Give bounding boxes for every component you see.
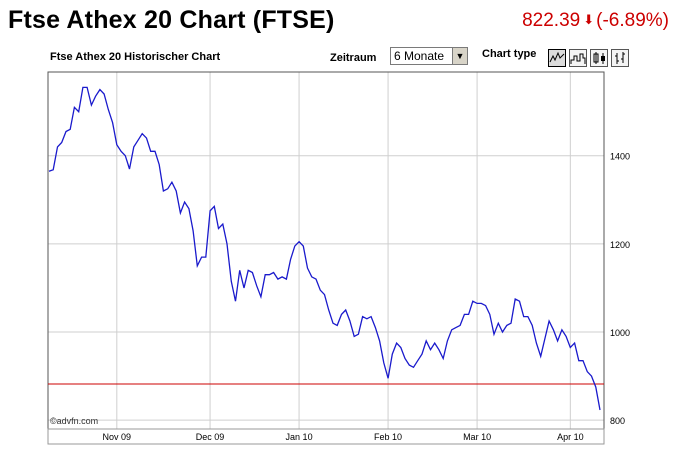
x-axis-ticks: Nov 09 Dec 09 Jan 10 Feb 10 Mar 10 Apr 10 bbox=[103, 432, 584, 442]
down-arrow-icon: ⬇ bbox=[583, 12, 595, 27]
ohlc-chart-icon[interactable] bbox=[590, 49, 608, 67]
plot-frame bbox=[47, 71, 605, 430]
x-tick-label: Mar 10 bbox=[463, 432, 491, 442]
current-price: 822.39 bbox=[522, 10, 581, 31]
y-tick-label: 800 bbox=[610, 416, 625, 426]
line-chart-icon[interactable] bbox=[548, 49, 566, 67]
y-tick-label: 1400 bbox=[610, 152, 630, 162]
chart-type-label: Chart type bbox=[482, 48, 537, 60]
area-chart-icon[interactable] bbox=[569, 49, 587, 67]
y-tick-label: 1200 bbox=[610, 240, 630, 250]
chart-subtitle: Ftse Athex 20 Historischer Chart bbox=[50, 51, 221, 63]
watermark: ©advfn.com bbox=[50, 416, 98, 426]
price-box: 822.39 ⬇ (-6.89%) bbox=[522, 10, 669, 32]
x-axis-frame bbox=[47, 428, 605, 445]
period-select-value: 6 Monate bbox=[394, 49, 445, 63]
period-label: Zeitraum bbox=[330, 52, 377, 64]
chart-grid bbox=[48, 72, 604, 429]
candlestick-chart-icon[interactable] bbox=[611, 49, 629, 67]
price-change: (-6.89%) bbox=[596, 10, 669, 31]
series-line bbox=[48, 86, 601, 411]
chevron-down-icon[interactable]: ▼ bbox=[452, 48, 467, 64]
x-tick-label: Apr 10 bbox=[557, 432, 584, 442]
page-title: Ftse Athex 20 Chart (FTSE) bbox=[8, 6, 335, 34]
x-tick-label: Feb 10 bbox=[374, 432, 402, 442]
y-tick-label: 1000 bbox=[610, 328, 630, 338]
x-tick-label: Nov 09 bbox=[103, 432, 132, 442]
x-tick-label: Dec 09 bbox=[196, 432, 225, 442]
x-tick-label: Jan 10 bbox=[286, 432, 313, 442]
period-select[interactable]: 6 Monate ▼ bbox=[390, 47, 468, 65]
y-axis-ticks: 800 1000 1200 1400 bbox=[610, 152, 630, 426]
